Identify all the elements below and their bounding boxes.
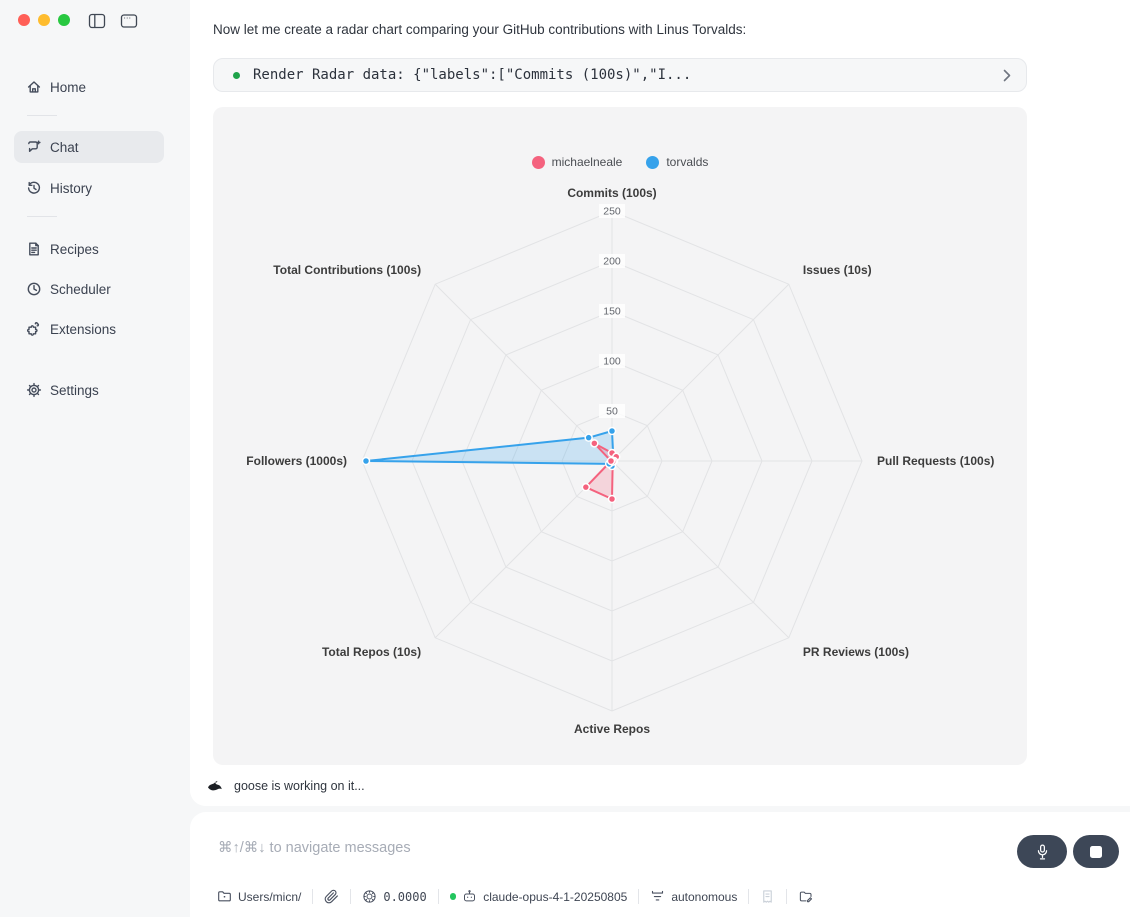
sidebar-item-recipes[interactable]: Recipes <box>14 233 164 265</box>
sidebar-divider <box>27 216 57 217</box>
toolbar-divider <box>312 889 314 904</box>
toolbar-divider <box>638 889 640 904</box>
svg-text:Pull Requests (100s): Pull Requests (100s) <box>877 454 994 468</box>
sidebar-toggle-icon[interactable] <box>88 11 108 31</box>
home-icon <box>26 79 42 95</box>
radar-chart: 50 100 150 200 250 Commits (100s) Issues (10s)… <box>246 186 994 736</box>
traffic-lights <box>18 14 70 26</box>
sidebar-item-label: Home <box>50 79 87 95</box>
svg-text:Commits (100s): Commits (100s) <box>567 186 656 200</box>
status-bar: goose is working on it... <box>190 765 1130 806</box>
sidebar-item-settings[interactable]: Settings <box>14 374 164 406</box>
svg-text:200: 200 <box>603 256 621 268</box>
toolbar-divider <box>350 889 352 904</box>
minimize-icon[interactable] <box>38 14 50 26</box>
chat-icon <box>26 139 42 155</box>
extensions-icon <box>26 321 42 337</box>
goose-icon <box>207 778 224 793</box>
radar-chart-card: 50 100 150 200 250 Commits (100s) Issues (10s)… <box>213 107 1027 765</box>
stop-icon <box>1090 845 1102 858</box>
recipes-icon <box>26 241 42 257</box>
sidebar-item-label: Extensions <box>50 321 117 337</box>
sidebar-item-label: Settings <box>50 382 99 398</box>
token-coin-icon <box>362 889 377 904</box>
svg-text:Total Repos (10s): Total Repos (10s) <box>322 645 421 659</box>
sidebar-item-chat[interactable]: Chat <box>14 131 164 163</box>
toolbar-divider <box>786 889 788 904</box>
sidebar-item-label: Scheduler <box>50 281 111 297</box>
tool-call-row[interactable]: Render Radar data: {"labels":["Commits (… <box>213 58 1027 92</box>
message-input[interactable]: ⌘↑/⌘↓ to navigate messages <box>218 840 411 856</box>
svg-text:PR Reviews (100s): PR Reviews (100s) <box>803 645 909 659</box>
chevron-right-icon[interactable] <box>1003 69 1011 82</box>
legend-swatch-pink <box>531 155 545 169</box>
token-cost-value: 0.0000 <box>383 889 427 904</box>
svg-text:Followers (1000s): Followers (1000s) <box>246 454 347 468</box>
model-status-dot <box>449 893 457 900</box>
session-summary-button[interactable] <box>760 889 775 904</box>
filter-icon <box>650 889 665 904</box>
svg-text:Total Contributions (100s): Total Contributions (100s) <box>273 263 421 277</box>
scheduler-icon <box>26 281 42 297</box>
chart-legend: michaelneale torvalds <box>213 155 1027 169</box>
sidebar-item-label: Chat <box>50 139 79 155</box>
folder-edit-icon <box>798 889 814 904</box>
token-cost-indicator[interactable]: 0.0000 <box>362 889 427 904</box>
sidebar-item-label: Recipes <box>50 241 99 257</box>
sidebar-item-history[interactable]: History <box>14 172 164 204</box>
assistant-message: Now let me create a radar chart comparin… <box>213 22 747 37</box>
svg-text:100: 100 <box>603 356 621 368</box>
model-name: claude-opus-4-1-20250805 <box>483 889 628 904</box>
sidebar-item-extensions[interactable]: Extensions <box>14 313 164 345</box>
legend-label: michaelneale <box>551 155 623 169</box>
legend-label: torvalds <box>666 155 709 169</box>
mode-label: autonomous <box>671 889 738 904</box>
legend-swatch-blue <box>646 155 660 169</box>
history-icon <box>26 180 42 196</box>
zoom-icon[interactable] <box>58 14 70 26</box>
paperclip-icon <box>324 889 339 904</box>
sidebar-divider <box>27 115 57 116</box>
composer: ⌘↑/⌘↓ to navigate messages Users/micn/ <box>190 812 1130 917</box>
svg-text:50: 50 <box>606 406 618 418</box>
stop-button[interactable] <box>1073 835 1119 868</box>
microphone-button[interactable] <box>1017 835 1067 868</box>
svg-text:150: 150 <box>603 306 621 318</box>
tool-call-text: Render Radar data: {"labels":["Commits (… <box>253 67 692 83</box>
new-window-icon[interactable] <box>120 11 140 31</box>
bot-icon <box>462 889 477 904</box>
sidebar: Home Chat History Recipes <box>0 0 190 917</box>
sidebar-item-home[interactable]: Home <box>14 71 164 103</box>
svg-text:Active Repos: Active Repos <box>574 722 650 736</box>
working-directory-path: Users/micn/ <box>238 889 302 904</box>
working-directory[interactable]: Users/micn/ <box>217 889 301 904</box>
sidebar-item-scheduler[interactable]: Scheduler <box>14 273 164 305</box>
tool-status-dot <box>233 71 240 79</box>
receipt-icon <box>760 889 775 904</box>
mode-selector[interactable]: autonomous <box>650 889 737 904</box>
settings-gear-icon <box>26 382 42 398</box>
toolbar-divider <box>437 889 439 904</box>
toolbar-divider <box>748 889 750 904</box>
svg-text:Issues (10s): Issues (10s) <box>803 263 872 277</box>
legend-item-michaelneale[interactable]: michaelneale <box>531 155 623 169</box>
sidebar-item-label: History <box>50 180 93 196</box>
composer-toolbar: Users/micn/ 0.0000 <box>217 889 814 904</box>
chat-panel: Now let me create a radar chart comparin… <box>190 0 1130 806</box>
folder-icon <box>217 889 232 904</box>
status-text: goose is working on it... <box>234 778 365 793</box>
model-selector[interactable]: claude-opus-4-1-20250805 <box>449 889 628 904</box>
legend-item-torvalds[interactable]: torvalds <box>646 155 708 169</box>
svg-text:250: 250 <box>603 206 621 218</box>
edit-directory-button[interactable] <box>798 889 814 904</box>
close-icon[interactable] <box>18 14 30 26</box>
attach-file-button[interactable] <box>324 889 339 904</box>
